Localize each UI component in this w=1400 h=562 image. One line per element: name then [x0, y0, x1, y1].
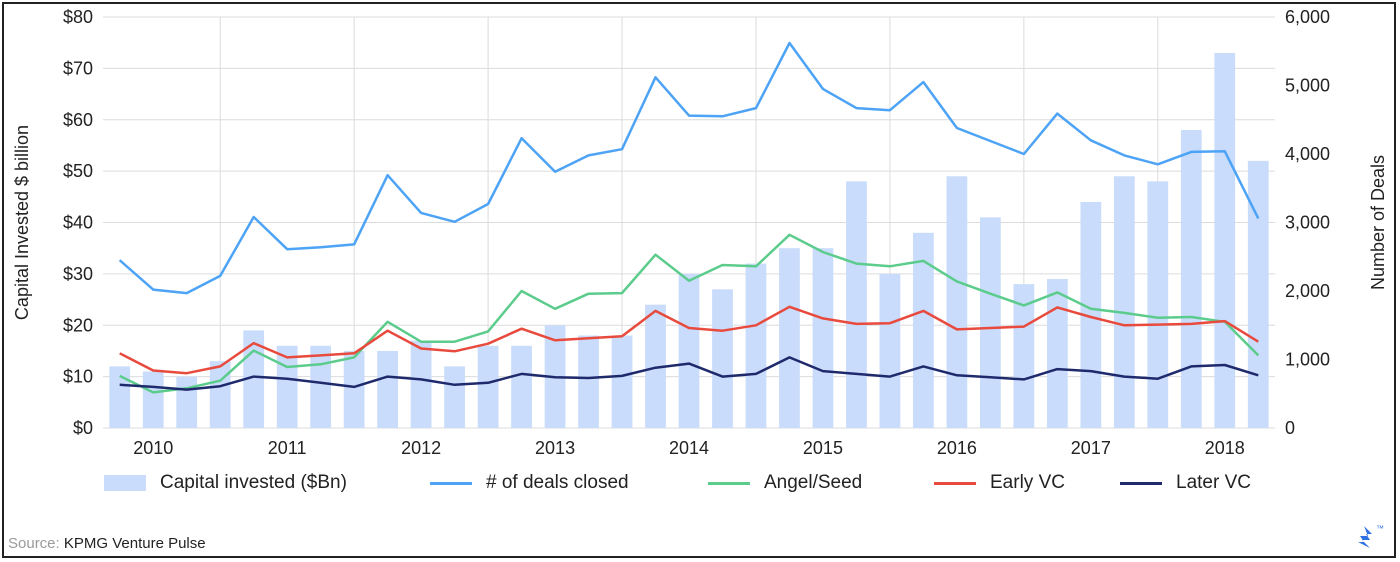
bar-capital-invested: [410, 340, 432, 428]
series-line-of-deals-closed: [118, 41, 1260, 295]
legend-item-angel-seed: Angel/Seed: [708, 472, 862, 494]
bar-capital-invested: [745, 263, 767, 428]
bar-capital-invested: [1013, 284, 1035, 428]
x-tick-label: 2012: [401, 438, 441, 458]
bar-capital-invested: [645, 304, 666, 428]
y-tick-label-right: 2,000: [1285, 281, 1330, 301]
bar-capital-invested: [444, 366, 465, 428]
x-tick-label: 2010: [133, 438, 173, 458]
legend-swatch-line: [1120, 481, 1162, 485]
chart-legend: Capital invested ($Bn) # of deals closed…: [0, 472, 1400, 500]
bar-capital-invested: [109, 366, 131, 428]
legend-label: Early VC: [990, 472, 1065, 493]
y-tick-label-right: 5,000: [1285, 76, 1330, 96]
bar-capital-invested: [343, 350, 365, 428]
y-tick-label-left: $60: [63, 110, 93, 130]
legend-label: Capital invested ($Bn): [160, 472, 347, 493]
bar-capital-invested: [209, 361, 231, 428]
legend-item-deals-closed: # of deals closed: [430, 472, 629, 494]
source-prefix: Source:: [8, 535, 60, 552]
legend-label: Angel/Seed: [764, 472, 863, 493]
y-tick-label-right: 3,000: [1285, 213, 1330, 233]
y-tick-label-left: $10: [63, 367, 93, 387]
bar-capital-invested: [779, 248, 800, 428]
y-axis-title-right: Number of Deals: [1368, 155, 1388, 290]
bar-capital-invested: [1247, 160, 1269, 428]
y-tick-label-right: 0: [1285, 418, 1295, 438]
y-axis-title-left: Capital Invested $ billion: [12, 125, 32, 320]
bar-capital-invested: [142, 371, 164, 428]
bar-capital-invested: [1180, 130, 1202, 428]
x-tick-label: 2018: [1205, 438, 1245, 458]
series-line-angel-seed: [119, 233, 1260, 394]
y-tick-label-left: $40: [63, 213, 93, 233]
bar-capital-invested: [377, 350, 399, 428]
legend-swatch-bar: [104, 475, 146, 491]
x-tick-label: 2013: [535, 438, 575, 458]
bar-capital-invested: [511, 345, 532, 428]
bar-capital-invested: [846, 181, 867, 428]
bar-capital-invested: [913, 232, 934, 428]
bar-capital-invested: [611, 335, 633, 428]
bar-capital-invested: [1147, 181, 1169, 428]
y-tick-label-right: 4,000: [1285, 144, 1330, 164]
source-note: Source: KPMG Venture Pulse: [8, 535, 206, 552]
legend-swatch-line: [430, 481, 472, 485]
bar-capital-invested: [979, 217, 1001, 428]
legend-swatch-line: [708, 481, 750, 485]
y-tick-label-left: $80: [63, 7, 93, 27]
legend-item-capital-invested: Capital invested ($Bn): [104, 472, 347, 494]
y-tick-label-right: 6,000: [1285, 7, 1330, 27]
x-tick-label: 2015: [803, 438, 843, 458]
toptal-logo-icon: ™: [1358, 524, 1384, 548]
source-text: KPMG Venture Pulse: [59, 535, 206, 552]
legend-swatch-line: [934, 481, 976, 485]
series-line-later-vc: [119, 356, 1259, 391]
bar-capital-invested: [879, 273, 901, 428]
bar-capital-invested: [1214, 52, 1236, 429]
bar-capital-invested: [1113, 176, 1135, 428]
legend-item-early-vc: Early VC: [934, 472, 1065, 494]
bar-capital-invested: [176, 376, 198, 428]
bar-capital-invested: [678, 273, 700, 428]
x-tick-label: 2014: [669, 438, 709, 458]
bar-capital-invested: [477, 345, 499, 428]
legend-label: # of deals closed: [486, 472, 629, 493]
y-tick-label-left: $20: [63, 315, 93, 335]
x-tick-label: 2016: [937, 438, 977, 458]
bar-capital-invested: [812, 248, 834, 428]
chart-plot: $0 $10 $20 $30 $40 $50 $60 $70 $80 0 1,000 2,000 3,0…: [12, 7, 1388, 458]
bar-capital-invested: [712, 289, 733, 428]
series-line-early-vc: [119, 305, 1259, 375]
y-tick-label-left: $0: [73, 418, 93, 438]
x-tick-label: 2011: [268, 438, 307, 458]
y-tick-label-right: 1,000: [1285, 350, 1330, 370]
y-tick-label-left: $30: [63, 264, 93, 284]
bar-capital-invested: [946, 176, 968, 428]
legend-item-later-vc: Later VC: [1120, 472, 1251, 494]
y-tick-label-left: $70: [63, 58, 93, 78]
x-tick-label: 2017: [1071, 438, 1111, 458]
bar-capital-invested: [578, 335, 599, 428]
legend-label: Later VC: [1176, 472, 1251, 493]
logo-trademark: ™: [1376, 524, 1384, 533]
bar-capital-invested: [1046, 279, 1068, 428]
bar-capital-invested: [310, 345, 332, 428]
y-tick-label-left: $50: [63, 161, 93, 181]
